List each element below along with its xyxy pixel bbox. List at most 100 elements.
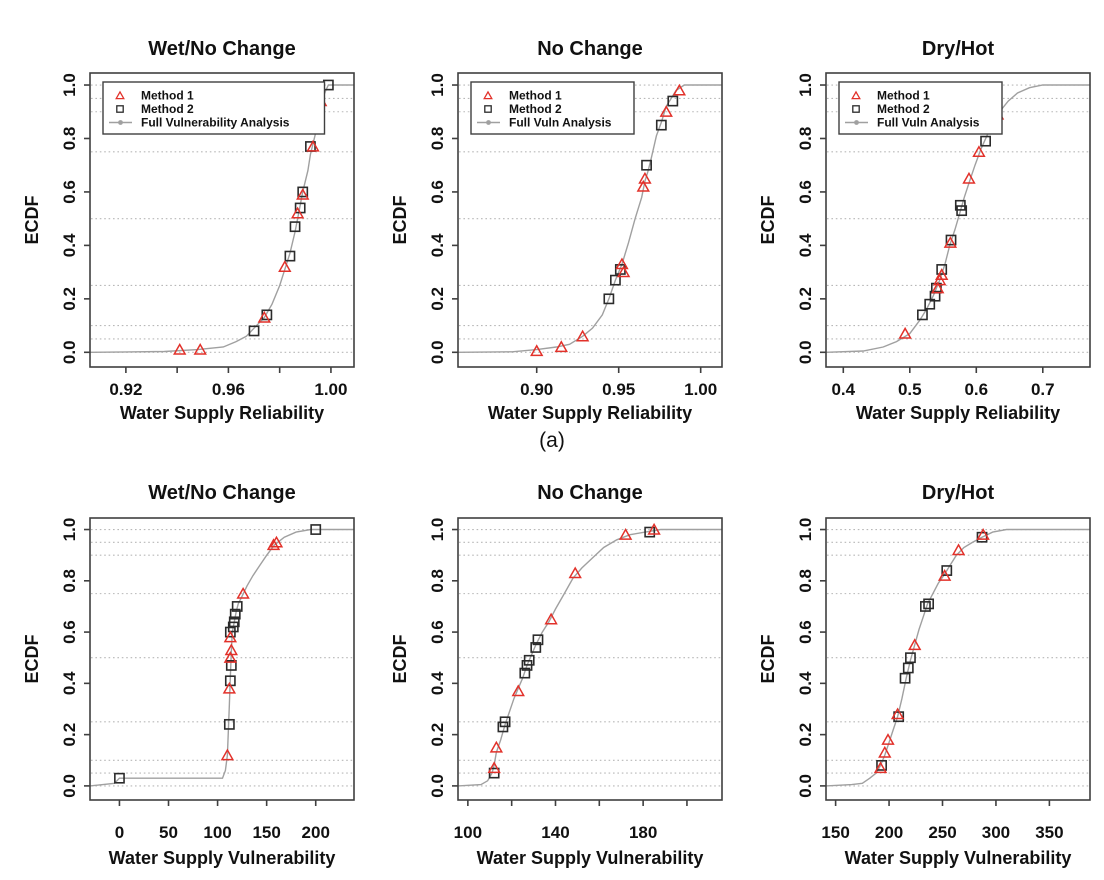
method1-triangle-marker [616, 265, 631, 278]
x-axis-label: Water Supply Reliability [120, 403, 324, 423]
legend-item-label: Full Vuln Analysis [509, 116, 612, 130]
legend-dot-symbol [118, 120, 123, 125]
x-tick-label: 150 [821, 823, 849, 842]
method1-triangle-marker [487, 761, 501, 774]
panel-title: No Change [537, 38, 643, 60]
method1-triangle-marker [972, 145, 986, 158]
subfigure-label-a: (a) [539, 429, 565, 452]
method2-square-marker [644, 526, 656, 538]
method1-triangle-marker [290, 206, 305, 219]
x-tick-label: 0.96 [212, 380, 245, 399]
method1-triangle-marker [530, 344, 544, 357]
x-tick-label: 250 [928, 823, 956, 842]
y-tick-label: 1.0 [796, 73, 815, 97]
plot-frame [825, 517, 1091, 801]
full-analysis-curve [825, 528, 1090, 787]
panel-title: Wet/No Change [148, 482, 295, 504]
ecdf-panel-reliability-wet-no-change: 0.92 0.96 1.00 0.0 0.2 0.4 0.6 0.8 1.0 Wet/No Cha… [22, 38, 355, 423]
y-tick-label: 0.6 [428, 180, 447, 204]
x-tick-label: 200 [875, 823, 903, 842]
y-tick-label: 0.4 [796, 233, 815, 257]
method1-triangle-marker [223, 630, 238, 643]
ecdf-panel-vulnerability-no-change: 100 140 180 0.0 0.2 0.4 0.6 0.8 1.0 No Change Wate… [390, 482, 723, 868]
y-axis-label: ECDF [22, 634, 42, 683]
method1-triangle-marker [306, 139, 320, 152]
method1-triangle-marker [266, 538, 281, 551]
y-tick-label: 0.6 [60, 620, 79, 644]
panel-title: Wet/No Change [148, 38, 295, 60]
x-tick-label: 50 [159, 823, 178, 842]
y-tick-label: 0.6 [796, 620, 815, 644]
method2-square-marker [114, 772, 125, 784]
method2-square-marker [923, 598, 935, 610]
y-tick-label: 1.0 [60, 518, 79, 542]
y-tick-label: 0.2 [428, 723, 447, 747]
method1-triangle-marker [962, 171, 976, 184]
ecdf-panel-vulnerability-dry-hot: 150 200 250 300 350 0.0 0.2 0.4 0.6 0.8 1.0 Dry/Hot… [758, 482, 1091, 868]
method2-square-marker [936, 264, 948, 275]
full-analysis-curve [89, 528, 354, 787]
y-tick-label: 0.4 [796, 671, 815, 695]
y-tick-label: 0.6 [428, 620, 447, 644]
legend-dot-symbol [486, 120, 491, 125]
legend-item-label: Method 2 [877, 102, 930, 116]
y-tick-label: 1.0 [428, 73, 447, 97]
panel-title: Dry/Hot [922, 482, 995, 504]
method1-triangle-marker [236, 586, 250, 599]
y-tick-label: 0.6 [60, 180, 79, 204]
plot-frame [89, 72, 355, 368]
method1-triangle-marker [511, 684, 525, 697]
y-tick-label: 0.4 [60, 233, 79, 257]
y-tick-label: 1.0 [60, 73, 79, 97]
y-axis-label: ECDF [758, 634, 778, 683]
method2-square-marker [116, 105, 124, 113]
method1-triangle-marker [638, 171, 652, 184]
full-analysis-curve [825, 84, 1090, 353]
method2-square-marker [852, 105, 860, 113]
plot-frame [89, 517, 355, 801]
legend-item-label: Full Vulnerability Analysis [141, 116, 290, 130]
method2-square-marker [917, 309, 928, 321]
ecdf-panel-reliability-dry-hot: 0.4 0.5 0.6 0.7 0.0 0.2 0.4 0.6 0.8 1.0 Dry/Hot Wat… [758, 38, 1091, 423]
legend-item-label: Full Vuln Analysis [877, 116, 980, 130]
method2-square-marker [610, 274, 621, 286]
method2-square-marker [519, 667, 531, 679]
plot-frame [457, 72, 723, 368]
x-tick-label: 0.5 [898, 380, 922, 399]
x-tick-label: 0.92 [109, 380, 142, 399]
legend-box [470, 81, 635, 135]
method2-square-marker [297, 186, 309, 198]
method2-square-marker [929, 290, 941, 302]
method1-triangle-marker [672, 83, 687, 96]
method1-triangle-marker [943, 236, 958, 248]
y-tick-label: 1.0 [796, 518, 815, 542]
legend-item-label: Method 1 [877, 89, 930, 103]
method1-triangle-marker [257, 310, 271, 323]
method1-triangle-marker [951, 543, 966, 556]
x-tick-label: 180 [629, 823, 657, 842]
y-tick-label: 0.8 [428, 569, 447, 593]
method2-square-marker [225, 660, 237, 671]
method1-triangle-marker [575, 329, 590, 342]
x-tick-label: 100 [203, 823, 231, 842]
method1-triangle-marker [269, 535, 284, 548]
method2-square-marker [310, 524, 322, 535]
x-tick-label: 140 [541, 823, 569, 842]
x-tick-label: 0.4 [831, 380, 855, 399]
method1-triangle-marker [193, 342, 207, 355]
panel-title: Dry/Hot [922, 38, 995, 60]
method2-square-marker [248, 325, 260, 337]
method1-triangle-marker [976, 528, 990, 540]
y-tick-label: 0.0 [428, 774, 447, 798]
x-tick-label: 350 [1035, 823, 1063, 842]
method1-triangle-marker [296, 187, 310, 200]
method2-square-marker [228, 616, 240, 628]
method1-triangle-marker [931, 281, 945, 294]
method1-triangle-marker [890, 707, 905, 720]
top-row: 0.92 0.96 1.00 0.0 0.2 0.4 0.6 0.8 1.0 Wet/No Cha… [0, 28, 1104, 423]
y-axis-label: ECDF [390, 195, 410, 244]
method1-triangle-marker [647, 522, 661, 535]
x-tick-label: 150 [252, 823, 280, 842]
